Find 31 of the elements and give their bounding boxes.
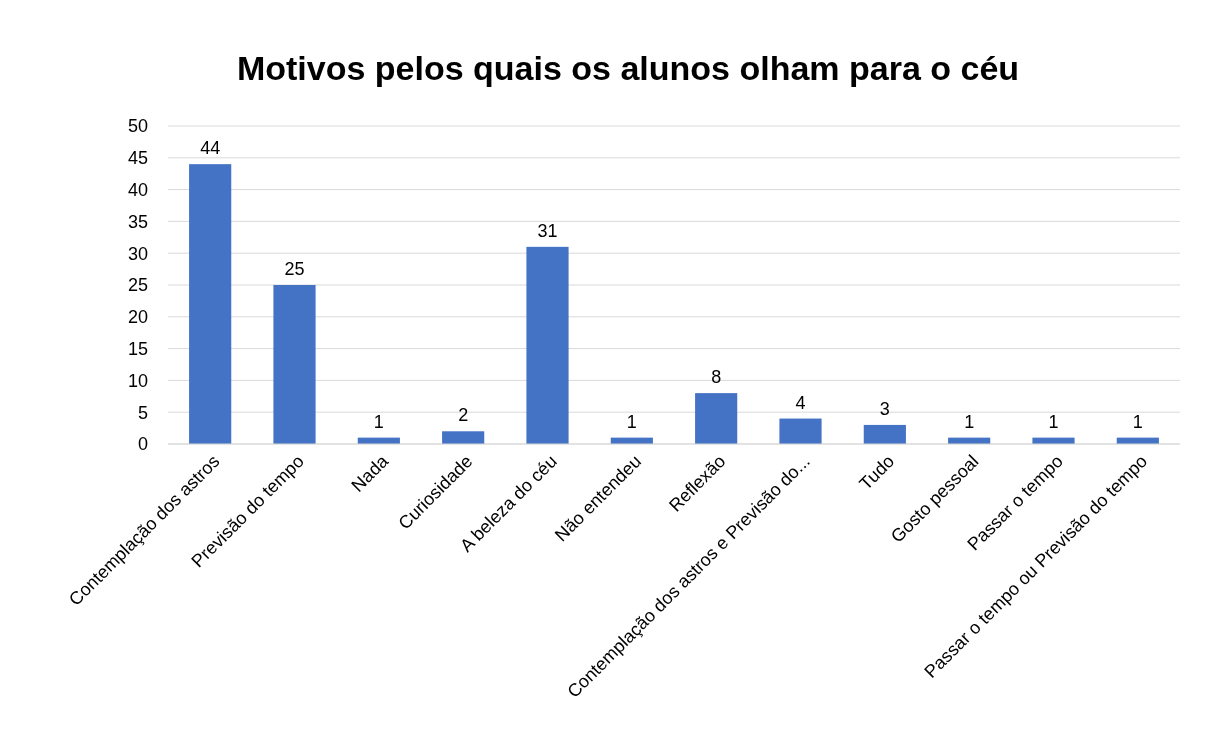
y-tick-label: 20 [127, 307, 148, 328]
y-tick-label: 10 [127, 370, 148, 391]
data-label: 25 [284, 259, 305, 279]
y-tick-label: 5 [137, 402, 148, 423]
data-label: 2 [458, 405, 469, 426]
y-tick-label: 45 [127, 148, 148, 169]
bar [779, 418, 822, 444]
data-label: 44 [200, 138, 221, 159]
data-label: 4 [795, 392, 806, 413]
y-tick-label: 35 [127, 211, 148, 232]
y-tick-label: 25 [127, 275, 148, 296]
chart-title: Motivos pelos quais os alunos olham para o céu [236, 49, 1020, 87]
bar [695, 393, 738, 444]
y-tick-label: 50 [127, 116, 148, 137]
data-label: 8 [711, 367, 722, 388]
data-label: 1 [373, 411, 384, 432]
data-label: 1 [1132, 411, 1143, 432]
y-tick-label: 30 [127, 243, 148, 264]
bar [442, 431, 485, 444]
data-label: 1 [1048, 411, 1059, 432]
data-label: 31 [537, 220, 558, 241]
y-tick-label: 15 [127, 338, 148, 359]
bar [526, 246, 569, 444]
data-label: 1 [626, 411, 637, 432]
data-label: 1 [964, 411, 975, 432]
bar [189, 164, 232, 444]
y-tick-label: 0 [137, 434, 148, 455]
data-label: 3 [879, 398, 890, 419]
bar [273, 285, 316, 444]
bar [863, 424, 906, 444]
y-tick-label: 40 [127, 179, 148, 200]
